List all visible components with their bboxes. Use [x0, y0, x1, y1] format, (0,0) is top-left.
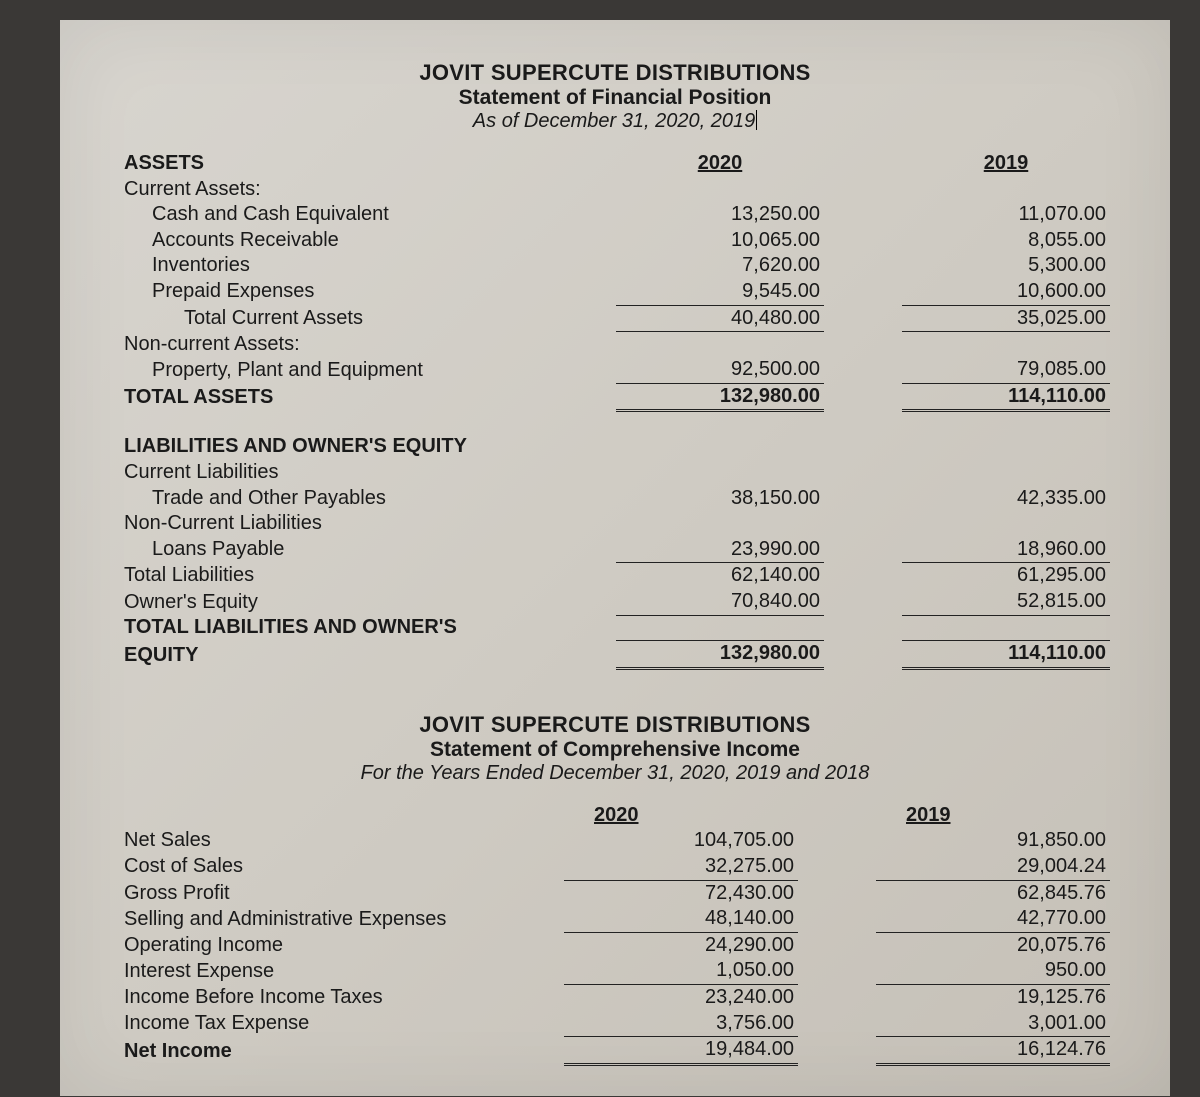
fp-asof: As of December 31, 2020, 2019	[120, 110, 1110, 133]
ite-label: Income Tax Expense	[120, 1011, 564, 1037]
ite-2020: 3,756.00	[564, 1011, 798, 1037]
ta-2020: 132,980.00	[616, 383, 824, 411]
lp-label: Loans Payable	[120, 537, 616, 563]
ie-2019: 950.00	[876, 958, 1110, 984]
lp-2019: 18,960.00	[902, 537, 1110, 563]
ci-title: Statement of Comprehensive Income	[120, 738, 1110, 762]
ns-2020: 104,705.00	[564, 828, 798, 854]
oe-2019: 52,815.00	[902, 589, 1110, 615]
gp-2019: 62,845.76	[876, 880, 1110, 906]
ni-2020: 19,484.00	[564, 1037, 798, 1065]
ar-2020: 10,065.00	[616, 228, 824, 254]
ite-2019: 3,001.00	[876, 1011, 1110, 1037]
company-name: JOVIT SUPERCUTE DISTRIBUTIONS	[120, 60, 1110, 86]
tle-label-2: EQUITY	[120, 641, 616, 669]
tle-2019: 114,110.00	[902, 641, 1110, 669]
ns-label: Net Sales	[120, 828, 564, 854]
tl-label: Total Liabilities	[120, 563, 616, 589]
ncl-header: Non-Current Liabilities	[120, 511, 616, 537]
ibt-2020: 23,240.00	[564, 984, 798, 1010]
ppe-label: Property, Plant and Equipment	[120, 357, 616, 383]
fp-year-2019: 2019	[902, 151, 1110, 177]
ci-year-2020: 2020	[564, 803, 798, 829]
tca-2019: 35,025.00	[902, 305, 1110, 332]
liab-header: LIABILITIES AND OWNER'S EQUITY	[120, 434, 616, 460]
ni-label: Net Income	[120, 1037, 564, 1065]
ci-period: For the Years Ended December 31, 2020, 2…	[120, 762, 1110, 785]
oe-2020: 70,840.00	[616, 589, 824, 615]
tl-2020: 62,140.00	[616, 563, 824, 589]
fp-table: ASSETS 2020 2019 Current Assets: Cash an…	[120, 151, 1110, 670]
ie-2020: 1,050.00	[564, 958, 798, 984]
tp-2020: 38,150.00	[616, 486, 824, 512]
lp-2020: 23,990.00	[616, 537, 824, 563]
oi-label: Operating Income	[120, 932, 564, 958]
ar-label: Accounts Receivable	[120, 228, 616, 254]
tp-label: Trade and Other Payables	[120, 486, 616, 512]
ci-year-2019: 2019	[876, 803, 1110, 829]
ie-label: Interest Expense	[120, 958, 564, 984]
oi-2020: 24,290.00	[564, 932, 798, 958]
ci-header: JOVIT SUPERCUTE DISTRIBUTIONS Statement …	[120, 712, 1110, 785]
cos-2020: 32,275.00	[564, 854, 798, 880]
gp-label: Gross Profit	[120, 880, 564, 906]
document-page: JOVIT SUPERCUTE DISTRIBUTIONS Statement …	[60, 20, 1170, 1096]
current-assets-header: Current Assets:	[120, 177, 616, 203]
ci-table: 2020 2019 Net Sales 104,705.00 91,850.00…	[120, 803, 1110, 1066]
inv-2019: 5,300.00	[902, 253, 1110, 279]
pre-2020: 9,545.00	[616, 279, 824, 305]
ibt-label: Income Before Income Taxes	[120, 984, 564, 1010]
cash-2019: 11,070.00	[902, 202, 1110, 228]
fp-header: JOVIT SUPERCUTE DISTRIBUTIONS Statement …	[120, 60, 1110, 133]
cash-label: Cash and Cash Equivalent	[120, 202, 616, 228]
pre-label: Prepaid Expenses	[120, 279, 616, 305]
ni-2019: 16,124.76	[876, 1037, 1110, 1065]
sae-2020: 48,140.00	[564, 906, 798, 932]
oe-label: Owner's Equity	[120, 589, 616, 615]
ppe-2019: 79,085.00	[902, 357, 1110, 383]
tle-label-1: TOTAL LIABILITIES AND OWNER'S	[120, 615, 616, 641]
tca-2020: 40,480.00	[616, 305, 824, 332]
tca-label: Total Current Assets	[120, 305, 616, 332]
tle-2020: 132,980.00	[616, 641, 824, 669]
tl-2019: 61,295.00	[902, 563, 1110, 589]
ppe-2020: 92,500.00	[616, 357, 824, 383]
inv-2020: 7,620.00	[616, 253, 824, 279]
ta-label: TOTAL ASSETS	[120, 383, 616, 411]
nca-header: Non-current Assets:	[120, 332, 616, 358]
assets-header: ASSETS	[120, 151, 616, 177]
company-name-2: JOVIT SUPERCUTE DISTRIBUTIONS	[120, 712, 1110, 738]
sae-2019: 42,770.00	[876, 906, 1110, 932]
fp-title: Statement of Financial Position	[120, 86, 1110, 110]
ibt-2019: 19,125.76	[876, 984, 1110, 1010]
ns-2019: 91,850.00	[876, 828, 1110, 854]
cash-2020: 13,250.00	[616, 202, 824, 228]
ar-2019: 8,055.00	[902, 228, 1110, 254]
fp-year-2020: 2020	[616, 151, 824, 177]
cl-header: Current Liabilities	[120, 460, 616, 486]
pre-2019: 10,600.00	[902, 279, 1110, 305]
oi-2019: 20,075.76	[876, 932, 1110, 958]
gp-2020: 72,430.00	[564, 880, 798, 906]
sae-label: Selling and Administrative Expenses	[120, 906, 564, 932]
ta-2019: 114,110.00	[902, 383, 1110, 411]
cos-2019: 29,004.24	[876, 854, 1110, 880]
inv-label: Inventories	[120, 253, 616, 279]
cos-label: Cost of Sales	[120, 854, 564, 880]
tp-2019: 42,335.00	[902, 486, 1110, 512]
